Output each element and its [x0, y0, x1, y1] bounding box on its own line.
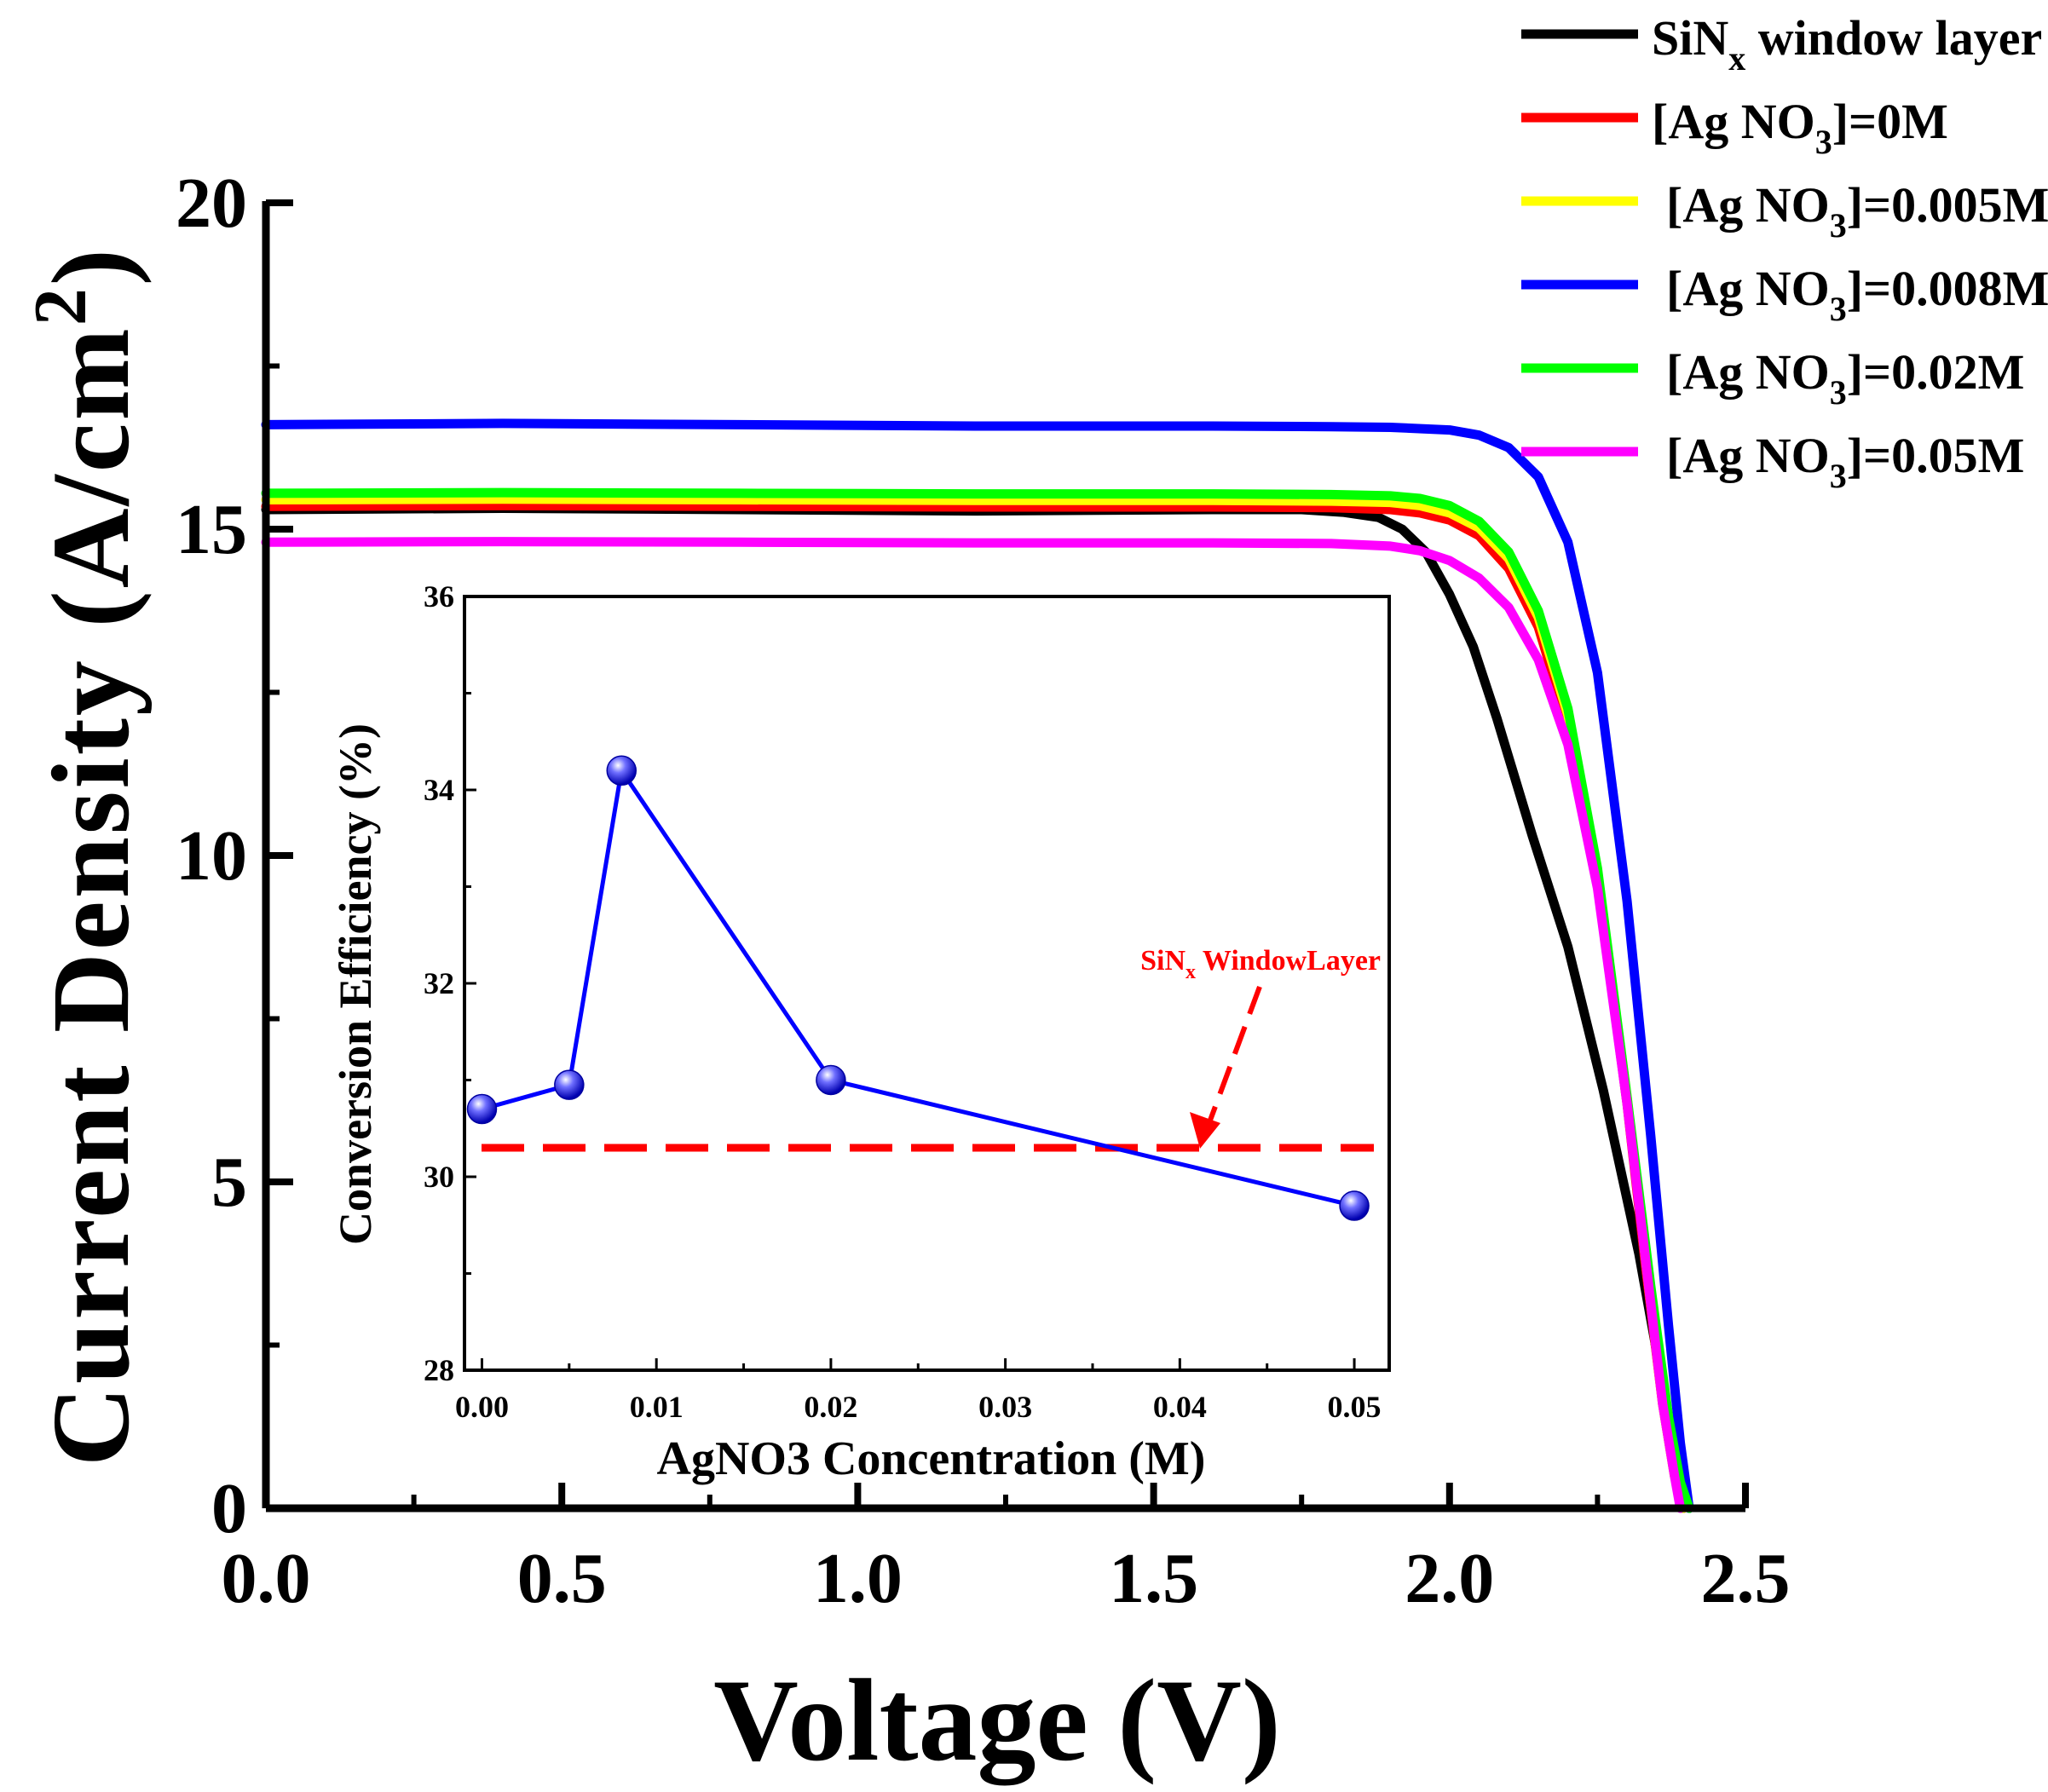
main-x-axis-label: Voltage (V): [713, 1655, 1281, 1785]
inset-x-tick-label-3: 0.03: [978, 1390, 1032, 1424]
legend-label-5: [Ag NO3]=0.05M: [1666, 428, 2024, 495]
main-x-tick-label-5: 2.5: [1701, 1539, 1791, 1618]
legend: SiNx window layer [Ag NO3]=0M [Ag NO3]=0.0…: [1521, 10, 2048, 495]
inset-y-tick-label-1: 30: [424, 1160, 454, 1194]
inset-y-tick-label-3: 34: [424, 773, 454, 807]
inset-y-axis-label: Conversion Efficiency (%): [330, 723, 381, 1245]
inset-x-tick-label-0: 0.00: [455, 1390, 509, 1424]
main-x-tick-label-1: 0.5: [517, 1539, 607, 1618]
inset-reference-arrowhead: [1190, 1112, 1220, 1149]
inset-data-point-3: [816, 1064, 846, 1096]
inset-data-point-2: [606, 755, 637, 787]
inset-y-tick-label-0: 28: [424, 1353, 454, 1387]
legend-label-4: [Ag NO3]=0.02M: [1666, 344, 2024, 412]
legend-label-0: SiNx window layer: [1652, 10, 2042, 78]
legend-label-3: [Ag NO3]=0.008M: [1666, 261, 2048, 328]
legend-label-2: [Ag NO3]=0.005M: [1666, 177, 2048, 245]
main-y-tick-label-3: 15: [176, 490, 247, 569]
inset-y-tick-label-4: 36: [424, 579, 454, 614]
inset-reference-arrow-shaft: [1206, 985, 1262, 1126]
main-y-tick-label-2: 10: [176, 816, 247, 896]
inset-x-axis-label: AgNO3 Concentration (M): [657, 1432, 1206, 1485]
inset-x-tick-label-4: 0.04: [1153, 1390, 1207, 1424]
main-x-tick-label-2: 1.0: [813, 1539, 903, 1618]
inset-data-point-0: [466, 1093, 498, 1125]
main-series-line-3: [261, 418, 1694, 1513]
inset-background: [464, 596, 1389, 1370]
main-x-tick-label-3: 1.5: [1109, 1539, 1198, 1618]
inset-y-tick-label-2: 32: [424, 966, 454, 1000]
main-y-tick-label-1: 5: [211, 1143, 247, 1222]
inset-x-tick-label-1: 0.01: [630, 1390, 684, 1424]
inset-data-point-4: [1339, 1190, 1370, 1221]
inset-data-point-1: [554, 1069, 585, 1100]
main-series-line-5: [261, 537, 1686, 1513]
main-plot: 0.0 0.5 1.0 1.5 2.0 2.5 0 5 10 15 20 Voltage (V) Cur…: [20, 164, 1791, 1785]
main-x-tick-label-4: 2.0: [1405, 1539, 1494, 1618]
inset-x-tick-label-2: 0.02: [804, 1390, 857, 1424]
main-y-tick-label-0: 0: [211, 1469, 247, 1548]
main-x-tick-label-0: 0.0: [222, 1539, 311, 1618]
main-y-tick-label-4: 20: [176, 164, 247, 243]
inset-x-tick-label-5: 0.05: [1328, 1390, 1382, 1424]
main-y-axis-label: Current Density (A/cm2): [20, 246, 153, 1466]
legend-label-1: [Ag NO3]=0M: [1652, 94, 1948, 161]
